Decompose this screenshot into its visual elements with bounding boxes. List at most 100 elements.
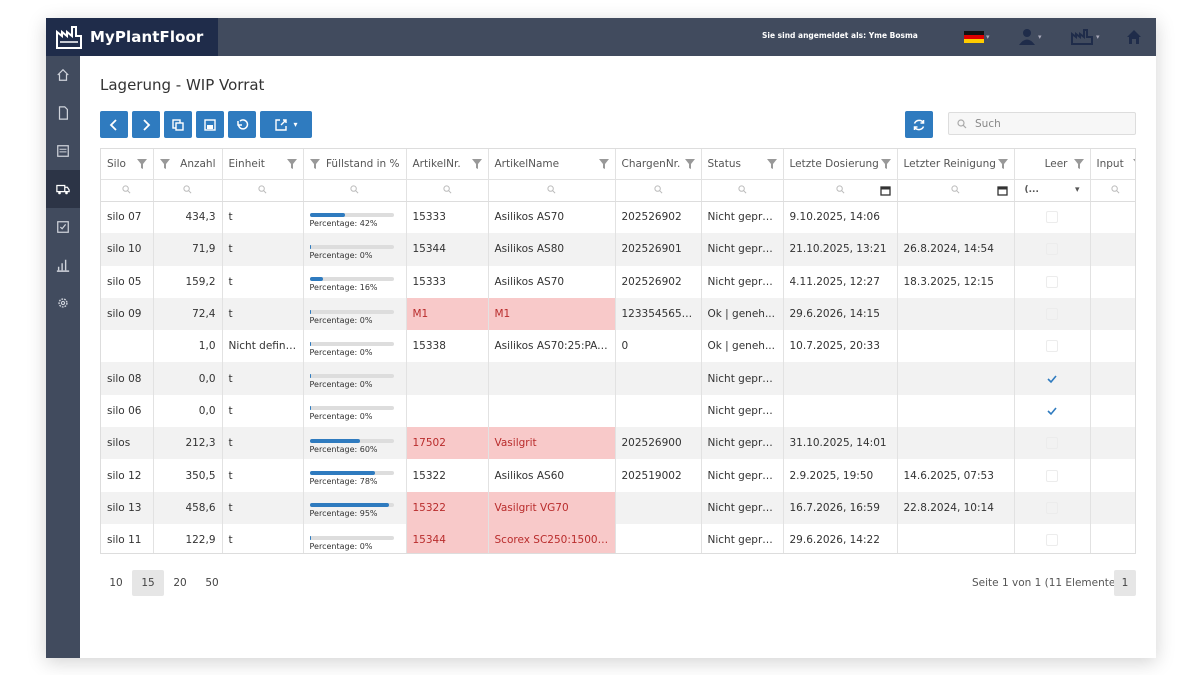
leer-filter-select[interactable]: (... ▾: [1024, 185, 1080, 195]
cell-leer[interactable]: [1013, 330, 1090, 363]
cell-leer[interactable]: [1013, 459, 1090, 492]
check-icon[interactable]: [1046, 405, 1058, 417]
table-row[interactable]: 1,0 Nicht definiert Percentage: 0% 15338 Asi…: [101, 330, 1135, 363]
cell-anzahl: 0,0: [152, 362, 222, 395]
filter-cell-artikelname[interactable]: [487, 179, 615, 202]
column-header-silo[interactable]: Silo: [101, 149, 153, 180]
filter-cell-letzter-reinigung[interactable]: [896, 179, 1014, 202]
checkbox-empty[interactable]: [1046, 243, 1058, 256]
cell-leer[interactable]: [1013, 362, 1090, 395]
filter-icon[interactable]: [880, 159, 891, 169]
filter-cell-letzte-dosierung[interactable]: [782, 179, 897, 202]
filter-icon[interactable]: [598, 159, 609, 169]
filter-icon[interactable]: [1133, 159, 1136, 169]
brand[interactable]: MyPlantFloor: [46, 18, 218, 56]
cell-einheit: t: [221, 427, 303, 460]
page-size-option[interactable]: 15: [132, 570, 164, 596]
cell-leer[interactable]: [1013, 427, 1090, 460]
column-header-letzter-reinigung[interactable]: Letzter Reinigung: [896, 149, 1014, 180]
previous-button[interactable]: [100, 111, 128, 138]
filter-cell-chargennr[interactable]: [614, 179, 701, 202]
filter-icon[interactable]: [471, 159, 482, 169]
plant-menu[interactable]: ▾: [1070, 27, 1100, 47]
filter-icon[interactable]: [684, 159, 695, 169]
column-header-artikelname[interactable]: ArtikelName: [487, 149, 615, 180]
sidebar-item-home[interactable]: [46, 56, 80, 94]
calendar-icon[interactable]: [996, 185, 1008, 196]
filter-icon[interactable]: [136, 159, 147, 169]
sidebar-item-list[interactable]: [46, 132, 80, 170]
table-row[interactable]: silo 12 350,5 t Percentage: 78% 15322 Asiliko…: [101, 459, 1135, 492]
table-row[interactable]: silo 06 0,0 t Percentage: 0% Nicht geprüft: [101, 394, 1135, 428]
cell-leer[interactable]: [1013, 491, 1090, 524]
filter-cell-input[interactable]: [1089, 179, 1135, 202]
cell-leer[interactable]: [1013, 523, 1090, 553]
filter-cell-silo[interactable]: [101, 179, 153, 202]
calendar-icon[interactable]: [879, 185, 891, 196]
filter-cell-anzahl[interactable]: [152, 179, 222, 202]
next-button[interactable]: [132, 111, 160, 138]
column-header-anzahl[interactable]: Anzahl: [152, 149, 222, 180]
table-row[interactable]: silo 13 458,6 t Percentage: 95% 15322 Vasilgr…: [101, 491, 1135, 524]
table-row[interactable]: silo 08 0,0 t Percentage: 0% Nicht geprüft: [101, 362, 1135, 395]
search-input[interactable]: [973, 116, 1123, 131]
check-icon[interactable]: [1046, 373, 1058, 385]
copy-button[interactable]: [164, 111, 192, 138]
page-number-button[interactable]: 1: [1114, 570, 1136, 596]
filter-icon[interactable]: [766, 159, 777, 169]
filter-icon[interactable]: [309, 159, 320, 169]
column-header-leer[interactable]: Leer: [1013, 149, 1090, 180]
sidebar-item-reports[interactable]: [46, 246, 80, 284]
refresh-button[interactable]: [905, 111, 933, 138]
filter-cell-artikelnr[interactable]: [405, 179, 488, 202]
filter-cell-fuellstand[interactable]: [302, 179, 406, 202]
checkbox-empty[interactable]: [1046, 211, 1058, 224]
table-row[interactable]: silo 05 159,2 t Percentage: 16% 15333 Asiliko…: [101, 265, 1135, 298]
search-box[interactable]: [948, 112, 1136, 135]
column-header-fuellstand[interactable]: Füllstand in %: [302, 149, 406, 180]
checkbox-empty[interactable]: [1046, 340, 1058, 353]
filter-cell-status[interactable]: [700, 179, 783, 202]
page-size-option[interactable]: 50: [205, 577, 219, 589]
undo-button[interactable]: [228, 111, 256, 138]
save-button[interactable]: [196, 111, 224, 138]
column-header-status[interactable]: Status: [700, 149, 783, 180]
filter-icon[interactable]: [997, 159, 1008, 169]
page-size-option[interactable]: 10: [109, 577, 123, 589]
home-button[interactable]: [1126, 27, 1142, 47]
checkbox-empty[interactable]: [1046, 308, 1058, 321]
cell-leer[interactable]: [1013, 265, 1090, 298]
checkbox-empty[interactable]: [1046, 275, 1058, 288]
checkbox-empty[interactable]: [1046, 437, 1058, 450]
filter-cell-einheit[interactable]: [221, 179, 303, 202]
sidebar-item-storage[interactable]: [46, 170, 80, 208]
column-header-chargennr[interactable]: ChargenNr.: [614, 149, 701, 180]
language-selector[interactable]: ▾: [964, 27, 990, 47]
checkbox-empty[interactable]: [1046, 501, 1058, 514]
column-header-artikelnr[interactable]: ArtikelNr.: [405, 149, 488, 180]
checkbox-empty[interactable]: [1046, 469, 1058, 482]
filter-cell-leer[interactable]: (... ▾: [1013, 179, 1090, 202]
filter-icon[interactable]: [286, 159, 297, 169]
sidebar-item-settings[interactable]: [46, 284, 80, 322]
column-header-einheit[interactable]: Einheit: [221, 149, 303, 180]
table-row[interactable]: silo 07 434,3 t Percentage: 42% 15333 Asiliko…: [101, 201, 1135, 234]
column-header-input[interactable]: Input: [1089, 149, 1136, 180]
cell-leer[interactable]: [1013, 394, 1090, 428]
sidebar-item-documents[interactable]: [46, 94, 80, 132]
cell-leer[interactable]: [1013, 233, 1090, 266]
cell-leer[interactable]: [1013, 297, 1090, 331]
table-row[interactable]: silo 09 72,4 t Percentage: 0% M1 M1 1233545654…: [101, 297, 1135, 331]
filter-icon[interactable]: [1073, 159, 1084, 169]
cell-leer[interactable]: [1013, 201, 1090, 234]
filter-icon[interactable]: [159, 159, 170, 169]
table-row[interactable]: silo 11 122,9 t Percentage: 0% 15344 Scorex S…: [101, 523, 1135, 553]
user-menu[interactable]: ▾: [1018, 27, 1042, 47]
sidebar-item-tasks[interactable]: [46, 208, 80, 246]
checkbox-empty[interactable]: [1046, 534, 1058, 547]
table-row[interactable]: silos 212,3 t Percentage: 60% 17502 Vasilgrit…: [101, 427, 1135, 460]
column-header-letzte-dosierung[interactable]: Letzte Dosierung: [782, 149, 897, 180]
table-row[interactable]: silo 10 71,9 t Percentage: 0% 15344 Asilikos …: [101, 233, 1135, 266]
export-dropdown-button[interactable]: ▾: [260, 111, 312, 138]
page-size-option[interactable]: 20: [173, 577, 187, 589]
